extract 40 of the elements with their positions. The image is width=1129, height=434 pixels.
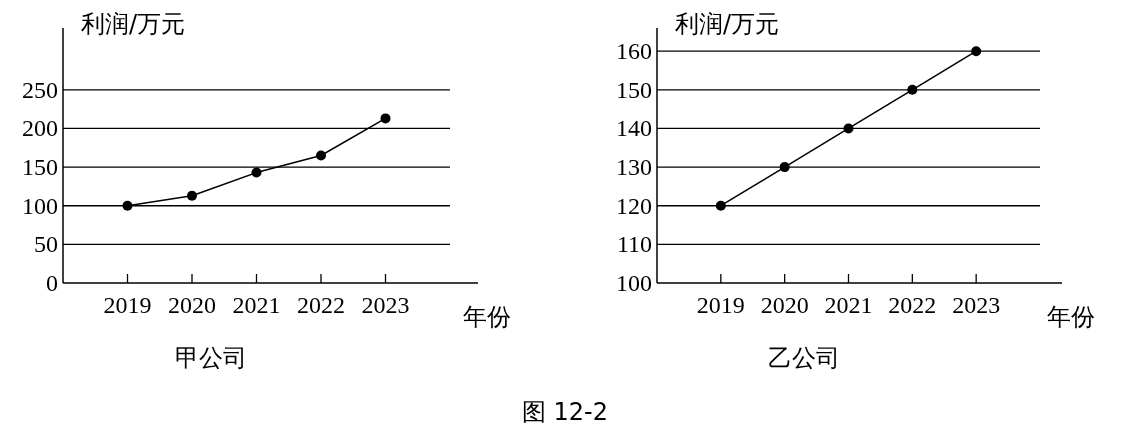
y-axis-title: 利润/万元 bbox=[81, 10, 186, 38]
y-tick-label: 100 bbox=[22, 192, 58, 219]
text: 乙公司 bbox=[767, 344, 840, 372]
y-tick-label: 200 bbox=[22, 115, 58, 142]
x-tick-label: 2021 bbox=[824, 292, 873, 318]
point bbox=[251, 167, 262, 178]
point bbox=[380, 113, 391, 124]
point bbox=[843, 123, 854, 134]
y-tick-label: 250 bbox=[22, 76, 58, 103]
x-tick-label: 2023 bbox=[952, 292, 1001, 318]
x-axis-title: 年份 bbox=[463, 303, 511, 331]
point bbox=[187, 190, 197, 201]
point bbox=[971, 46, 982, 57]
y-tick-label: 0 bbox=[46, 270, 58, 296]
point bbox=[779, 162, 790, 173]
y-tick-label: 100 bbox=[616, 270, 652, 296]
y-tick-label: 160 bbox=[616, 38, 652, 65]
y-tick-label: 110 bbox=[616, 231, 652, 258]
x-tick-label: 2020 bbox=[168, 292, 216, 318]
x-tick-label: 2022 bbox=[888, 292, 937, 318]
caption: 图 12-2 bbox=[521, 398, 609, 426]
x-tick-label: 2023 bbox=[361, 292, 410, 318]
x-tick-label: 2019 bbox=[696, 292, 745, 318]
x-tick-label: 2022 bbox=[297, 292, 345, 318]
y-axis-title: 利润/万元 bbox=[675, 10, 780, 38]
y-tick-label: 120 bbox=[616, 192, 652, 219]
y-tick-label: 150 bbox=[22, 154, 58, 181]
x-tick-label: 2021 bbox=[232, 292, 281, 318]
y-tick-label: 50 bbox=[34, 231, 58, 258]
y-tick-label: 150 bbox=[616, 76, 652, 103]
point bbox=[316, 150, 326, 161]
text: 甲公司 bbox=[175, 344, 248, 372]
point bbox=[122, 200, 133, 211]
x-tick-label: 2019 bbox=[103, 292, 152, 318]
point bbox=[907, 84, 918, 95]
x-tick-label: 2020 bbox=[760, 292, 809, 318]
point bbox=[715, 200, 726, 211]
x-axis-title: 年份 bbox=[1047, 303, 1095, 331]
y-tick-label: 130 bbox=[616, 154, 652, 181]
y-tick-label: 140 bbox=[616, 115, 652, 142]
